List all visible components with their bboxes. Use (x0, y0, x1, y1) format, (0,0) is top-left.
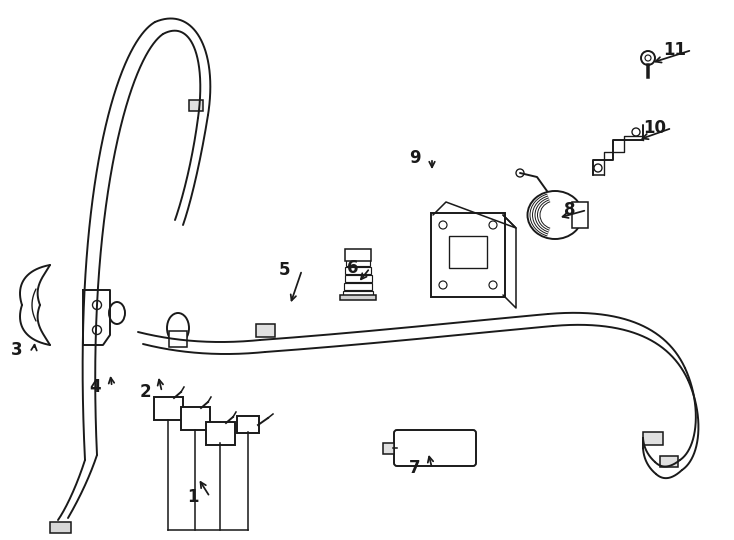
FancyBboxPatch shape (344, 275, 371, 282)
FancyBboxPatch shape (382, 442, 393, 454)
Circle shape (439, 281, 447, 289)
Circle shape (645, 55, 651, 61)
Circle shape (641, 51, 655, 65)
Text: 9: 9 (409, 149, 421, 167)
FancyBboxPatch shape (206, 422, 234, 444)
Circle shape (92, 326, 101, 334)
FancyBboxPatch shape (344, 283, 372, 290)
FancyBboxPatch shape (255, 323, 275, 336)
FancyBboxPatch shape (642, 431, 663, 444)
FancyBboxPatch shape (660, 456, 677, 467)
Ellipse shape (528, 191, 583, 239)
FancyBboxPatch shape (449, 236, 487, 268)
Circle shape (516, 169, 524, 177)
FancyBboxPatch shape (181, 407, 209, 429)
Circle shape (594, 164, 602, 172)
FancyBboxPatch shape (340, 295, 376, 300)
FancyBboxPatch shape (394, 430, 476, 466)
Text: 7: 7 (409, 459, 421, 477)
Ellipse shape (167, 313, 189, 343)
Circle shape (632, 128, 640, 136)
Circle shape (489, 281, 497, 289)
FancyBboxPatch shape (237, 416, 259, 433)
Text: 4: 4 (90, 378, 101, 396)
Circle shape (489, 221, 497, 229)
Ellipse shape (109, 302, 125, 324)
Text: 10: 10 (644, 119, 666, 137)
FancyBboxPatch shape (343, 291, 373, 298)
Text: 2: 2 (139, 383, 150, 401)
FancyBboxPatch shape (169, 331, 187, 347)
Text: 8: 8 (564, 201, 575, 219)
Text: 1: 1 (187, 488, 199, 506)
FancyBboxPatch shape (431, 213, 505, 297)
Circle shape (439, 221, 447, 229)
FancyBboxPatch shape (572, 202, 588, 228)
Text: 11: 11 (664, 41, 686, 59)
FancyBboxPatch shape (153, 396, 183, 420)
Text: 6: 6 (347, 259, 359, 277)
Text: 5: 5 (279, 261, 291, 279)
FancyBboxPatch shape (346, 259, 370, 266)
Text: 3: 3 (11, 341, 23, 359)
FancyBboxPatch shape (189, 99, 203, 111)
FancyBboxPatch shape (49, 522, 70, 532)
Circle shape (92, 300, 101, 309)
FancyBboxPatch shape (345, 267, 371, 274)
FancyBboxPatch shape (345, 249, 371, 261)
